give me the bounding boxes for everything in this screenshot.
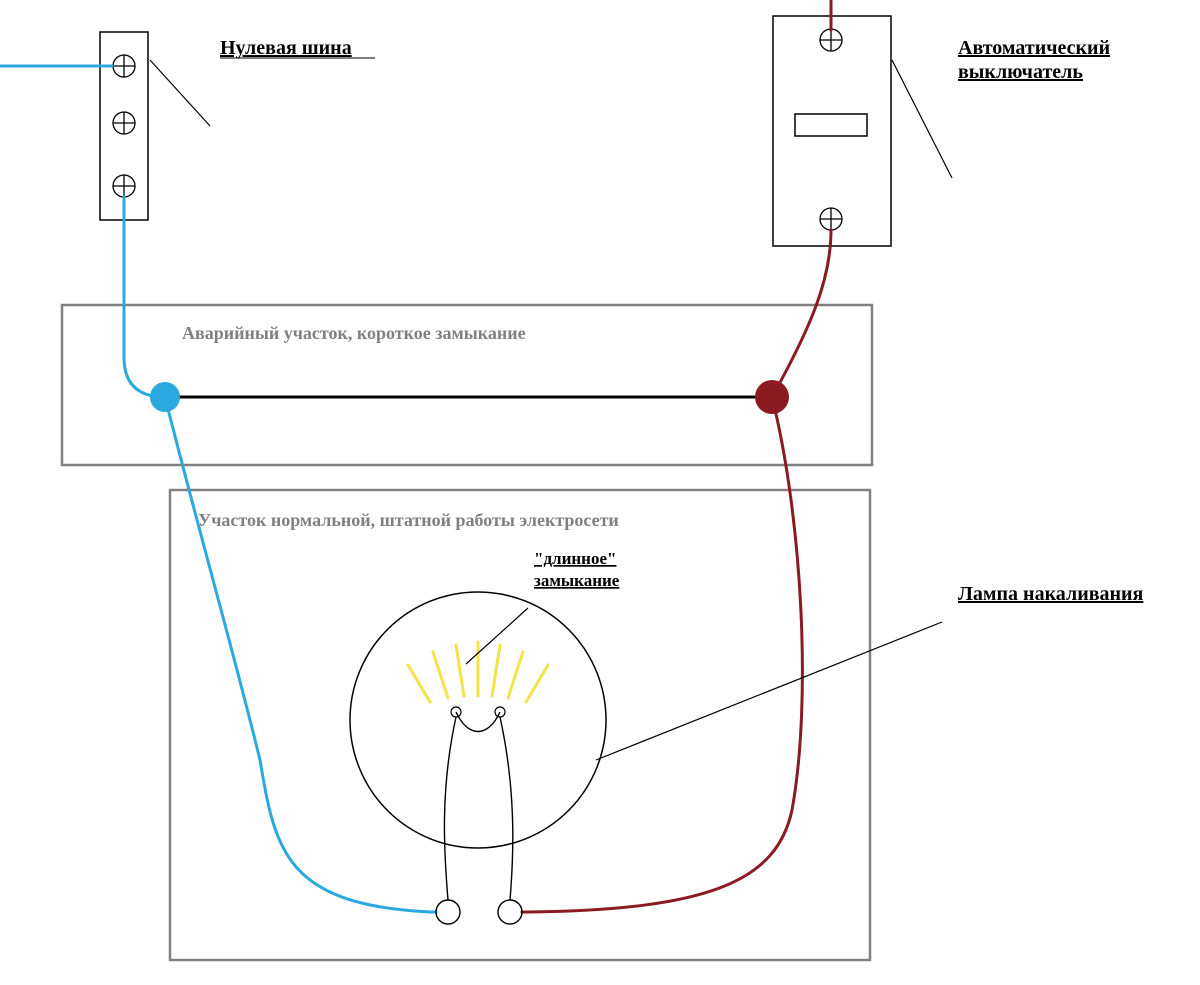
normal-region-label: Участок нормальной, штатной работы элект… xyxy=(198,510,619,530)
short-circuit-node-neutral xyxy=(150,382,180,412)
bulb-envelope xyxy=(350,592,606,848)
bulb-contact-right xyxy=(498,900,522,924)
filament-glow-ray xyxy=(433,652,448,698)
breaker-terminal-0 xyxy=(820,29,842,51)
long-closure-label-1: "длинное" xyxy=(534,549,616,568)
bulb-contact-left xyxy=(436,900,460,924)
bulb-stem-right xyxy=(500,717,513,900)
bulb-stem-left xyxy=(444,717,456,900)
filament-arc xyxy=(456,712,500,732)
neutral-bus-callout xyxy=(150,60,210,126)
long-closure-label-2: замыкание xyxy=(534,571,620,590)
neutral-bus-terminal-0 xyxy=(113,55,135,77)
lamp-callout xyxy=(596,622,942,760)
neutral-bus-terminal-2 xyxy=(113,175,135,197)
neutral-wire-to-fault xyxy=(124,197,165,397)
live-wire-to-bulb xyxy=(522,397,802,912)
short-circuit-node-live xyxy=(755,380,789,414)
neutral-bus-label: Нулевая шина xyxy=(220,37,352,59)
filament-glow-ray xyxy=(526,665,548,702)
filament-glow-ray xyxy=(508,652,523,698)
fault-region-label: Аварийный участок, короткое замыкание xyxy=(182,323,526,343)
lamp-label: Лампа накаливания xyxy=(958,583,1144,605)
breaker-label-2: выключатель xyxy=(958,61,1083,83)
filament-glow-ray xyxy=(492,645,500,696)
neutral-bus-terminal-1 xyxy=(113,112,135,134)
breaker-terminal-1 xyxy=(820,208,842,230)
breaker-label-1: Автоматический xyxy=(958,37,1110,59)
live-wire-to-fault xyxy=(772,230,831,397)
normal-region-box xyxy=(170,490,870,960)
filament-glow-ray xyxy=(456,645,464,696)
filament-glow-ray xyxy=(408,665,430,702)
breaker-callout xyxy=(892,60,952,178)
neutral-wire-to-bulb xyxy=(165,397,436,912)
